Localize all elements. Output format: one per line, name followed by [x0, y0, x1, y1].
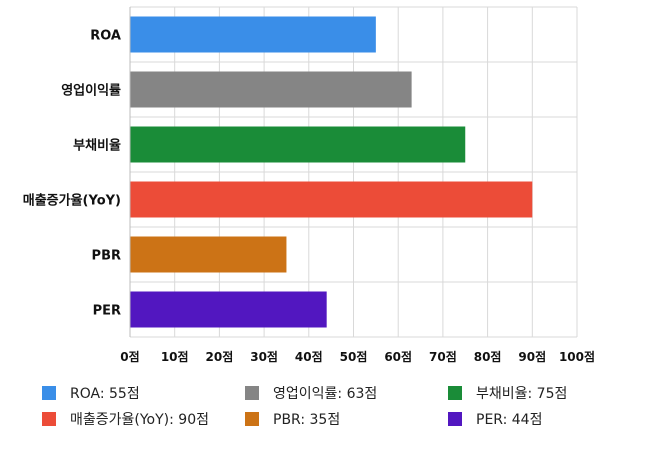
x-tick-label: 0점	[120, 349, 139, 364]
x-tick-label: 80점	[474, 349, 502, 364]
bar	[130, 16, 376, 53]
legend-label: 부채비율: 75점	[476, 386, 567, 402]
bar	[130, 291, 327, 328]
legend-label: PBR: 35점	[273, 412, 340, 428]
x-tick-label: 60점	[384, 349, 412, 364]
x-tick-label: 100점	[559, 349, 595, 364]
bars-layer	[130, 16, 533, 328]
legend-swatch	[42, 412, 56, 426]
legend-swatch	[448, 386, 462, 400]
category-label: 부채비율	[73, 138, 121, 154]
bar	[130, 236, 287, 273]
legend-swatch	[448, 412, 462, 426]
x-tick-label: 10점	[161, 349, 189, 364]
legend-swatch	[42, 386, 56, 400]
x-tick-label: 90점	[518, 349, 546, 364]
legend-label: 매출증가율(YoY): 90점	[70, 412, 209, 428]
bar	[130, 181, 533, 218]
category-label: 매출증가율(YoY)	[23, 193, 121, 209]
x-tick-label: 50점	[340, 349, 368, 364]
x-tick-label: 70점	[429, 349, 457, 364]
category-label: PBR	[92, 249, 121, 264]
x-tick-label: 30점	[250, 349, 278, 364]
category-label: 영업이익률	[61, 83, 121, 99]
legend-label: 영업이익률: 63점	[273, 386, 377, 402]
legend-swatch	[245, 412, 259, 426]
legend-label: ROA: 55점	[70, 386, 140, 402]
bar	[130, 71, 412, 108]
bar	[130, 126, 466, 163]
legend-label: PER: 44점	[476, 412, 542, 428]
x-tick-label: 40점	[295, 349, 323, 364]
category-label: PER	[93, 304, 121, 319]
x-tick-label: 20점	[206, 349, 234, 364]
legend-swatch	[245, 386, 259, 400]
grid-layer	[129, 6, 578, 338]
category-label: ROA	[90, 29, 121, 44]
